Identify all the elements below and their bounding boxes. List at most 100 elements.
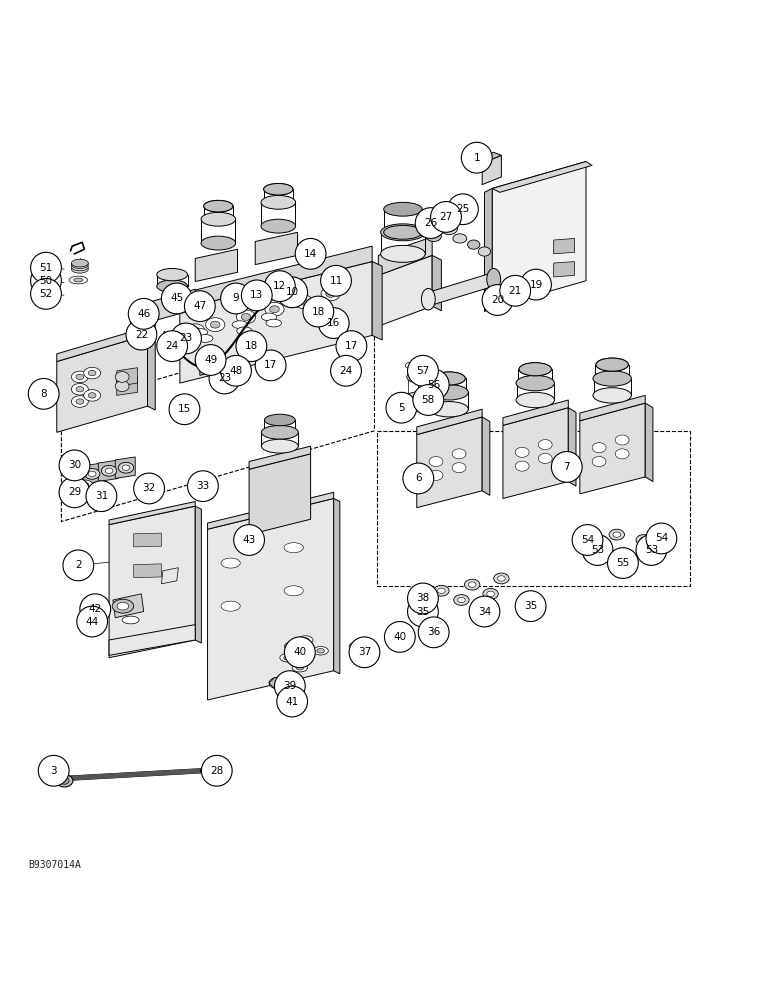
Ellipse shape — [101, 465, 117, 476]
Circle shape — [277, 686, 307, 717]
Polygon shape — [98, 460, 118, 482]
Ellipse shape — [284, 642, 300, 650]
Text: 1: 1 — [473, 153, 480, 163]
Circle shape — [31, 278, 62, 309]
Ellipse shape — [452, 463, 466, 473]
Circle shape — [646, 523, 677, 554]
Circle shape — [161, 283, 192, 314]
Circle shape — [201, 755, 232, 786]
Text: 23: 23 — [218, 373, 231, 383]
Ellipse shape — [438, 588, 445, 593]
Ellipse shape — [479, 247, 491, 256]
Ellipse shape — [269, 677, 290, 689]
Polygon shape — [428, 272, 493, 306]
Circle shape — [295, 238, 326, 269]
Polygon shape — [432, 255, 442, 311]
Ellipse shape — [236, 310, 256, 324]
Circle shape — [256, 350, 286, 381]
Circle shape — [408, 583, 438, 614]
Ellipse shape — [88, 471, 96, 477]
Ellipse shape — [429, 457, 443, 467]
Circle shape — [188, 471, 218, 502]
Ellipse shape — [205, 318, 225, 332]
Circle shape — [408, 596, 438, 627]
Polygon shape — [147, 335, 155, 410]
Text: 55: 55 — [616, 558, 629, 568]
Ellipse shape — [609, 529, 625, 540]
Ellipse shape — [122, 616, 139, 624]
Circle shape — [221, 355, 252, 386]
Circle shape — [349, 637, 380, 668]
Circle shape — [39, 755, 69, 786]
Ellipse shape — [596, 358, 628, 371]
Ellipse shape — [454, 595, 469, 605]
Polygon shape — [417, 409, 482, 435]
Text: 18: 18 — [245, 341, 258, 351]
Polygon shape — [57, 327, 147, 362]
Circle shape — [582, 535, 613, 565]
Ellipse shape — [204, 200, 233, 212]
Ellipse shape — [264, 183, 293, 195]
Ellipse shape — [112, 599, 134, 613]
Ellipse shape — [76, 399, 83, 404]
Ellipse shape — [301, 638, 309, 642]
Polygon shape — [109, 502, 195, 525]
Text: 5: 5 — [398, 403, 405, 413]
Text: 13: 13 — [250, 290, 263, 300]
Polygon shape — [249, 446, 310, 469]
Circle shape — [469, 596, 499, 627]
Ellipse shape — [313, 647, 328, 655]
Polygon shape — [493, 162, 592, 192]
Polygon shape — [225, 365, 246, 385]
Circle shape — [221, 283, 252, 314]
Ellipse shape — [592, 443, 606, 453]
Circle shape — [31, 265, 62, 296]
Ellipse shape — [590, 537, 598, 543]
Text: 40: 40 — [393, 632, 406, 642]
Circle shape — [418, 617, 449, 648]
Ellipse shape — [284, 586, 303, 596]
Text: 29: 29 — [68, 487, 81, 497]
Polygon shape — [475, 152, 501, 163]
Circle shape — [171, 323, 201, 354]
Text: 18: 18 — [312, 307, 325, 317]
Ellipse shape — [288, 644, 296, 648]
Polygon shape — [109, 506, 195, 658]
Circle shape — [415, 208, 446, 238]
Circle shape — [284, 637, 315, 668]
Ellipse shape — [538, 440, 552, 450]
Circle shape — [265, 271, 295, 302]
Polygon shape — [134, 564, 161, 578]
Circle shape — [318, 308, 349, 338]
Ellipse shape — [262, 425, 298, 439]
Ellipse shape — [317, 648, 324, 653]
Polygon shape — [57, 335, 147, 432]
Circle shape — [448, 194, 479, 225]
Ellipse shape — [515, 461, 529, 471]
Ellipse shape — [103, 490, 111, 495]
Ellipse shape — [83, 390, 100, 401]
Polygon shape — [378, 255, 432, 326]
Ellipse shape — [88, 370, 96, 376]
Ellipse shape — [515, 447, 529, 457]
Circle shape — [277, 277, 307, 308]
Ellipse shape — [426, 231, 442, 242]
Ellipse shape — [83, 367, 100, 379]
Ellipse shape — [519, 363, 551, 376]
Polygon shape — [372, 262, 382, 340]
Ellipse shape — [265, 302, 284, 316]
Ellipse shape — [69, 276, 87, 284]
Text: 46: 46 — [137, 309, 151, 319]
Polygon shape — [81, 463, 101, 485]
Ellipse shape — [76, 387, 83, 392]
Ellipse shape — [615, 449, 629, 459]
Ellipse shape — [381, 224, 425, 241]
Polygon shape — [180, 246, 372, 309]
Polygon shape — [485, 188, 493, 312]
Circle shape — [572, 525, 603, 555]
Ellipse shape — [201, 212, 235, 226]
Ellipse shape — [497, 576, 505, 581]
Circle shape — [403, 463, 434, 494]
Text: 45: 45 — [170, 293, 184, 303]
Text: 2: 2 — [75, 560, 82, 570]
